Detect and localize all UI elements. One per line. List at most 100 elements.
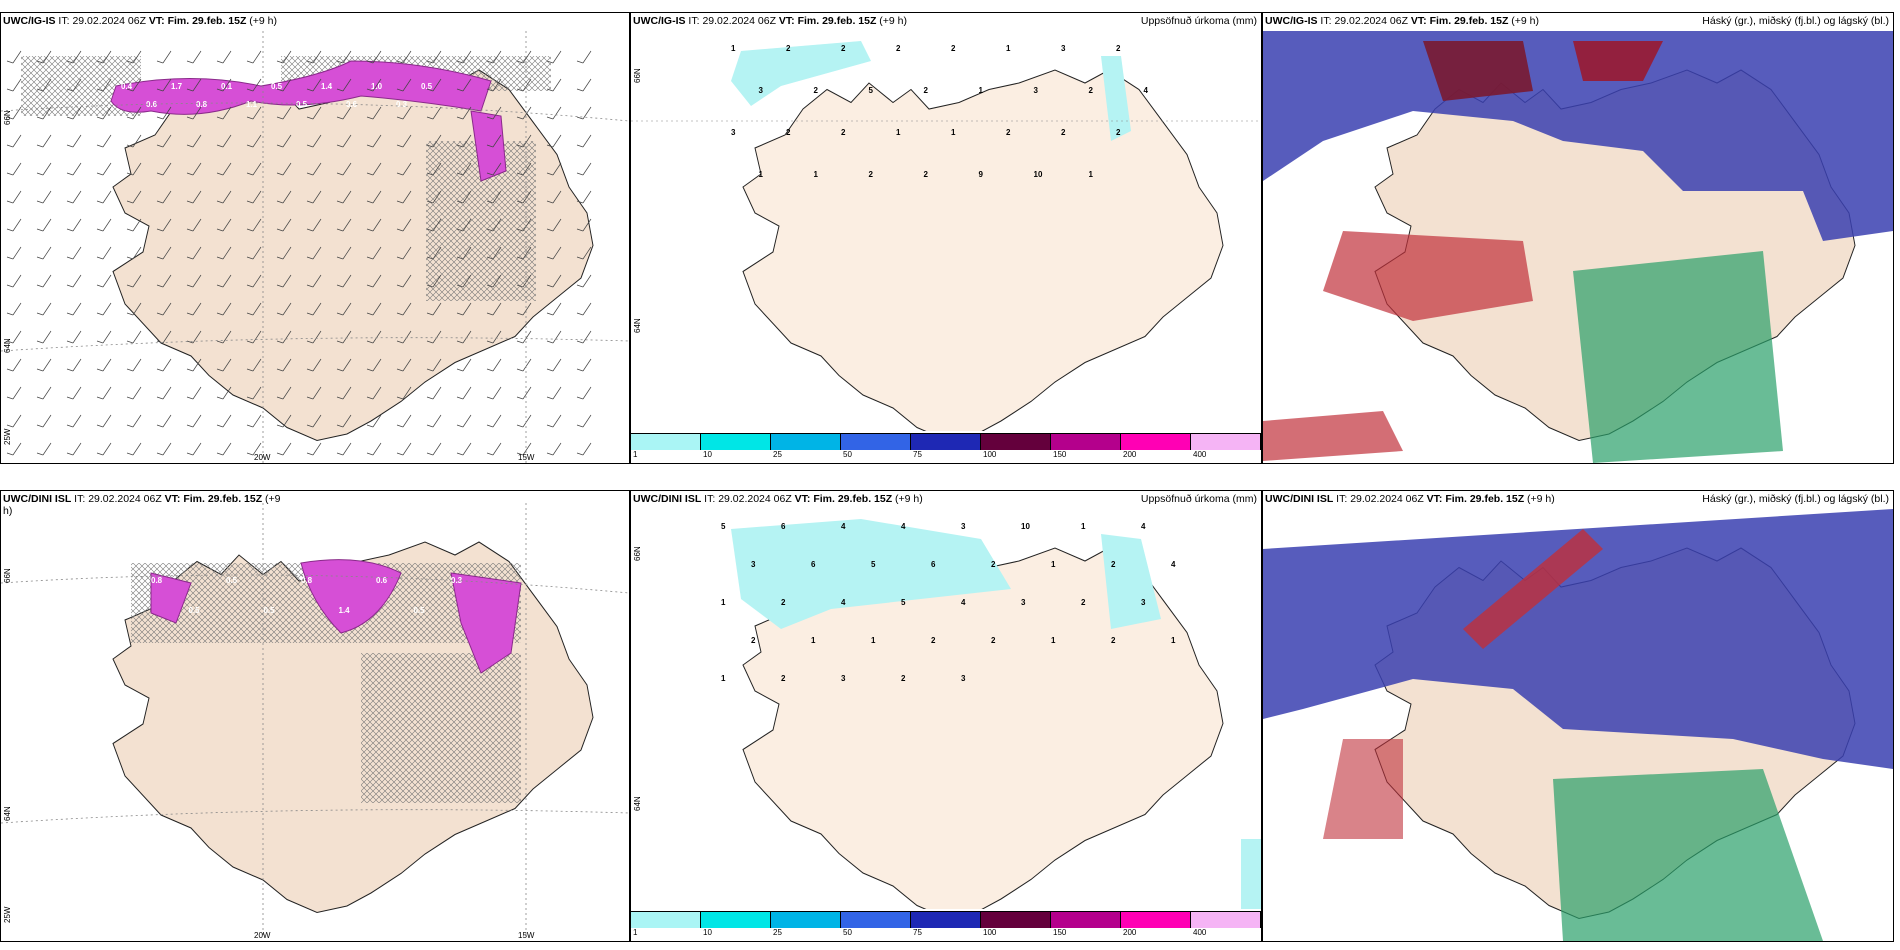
value-label: 9 [979,170,984,179]
wind-barb [516,134,532,148]
scale-tick-label: 1 [633,450,638,459]
wind-barb [456,358,472,372]
value-label: 1.7 [171,82,183,91]
wind-barb [36,302,52,316]
wind-barb [36,190,52,204]
wind-barb [6,162,22,176]
value-label: 2 [814,86,819,95]
scale-tick-label: 200 [1123,450,1137,459]
wind-barb [276,162,292,176]
wind-barb [126,190,142,204]
wind-barb [186,358,202,372]
value-label: 0.5 [421,82,433,91]
wind-barb [246,442,262,456]
wind-barb [246,274,262,288]
lat-label-25w: 25W [3,906,12,923]
wind-barb [306,358,322,372]
value-label: 0.3 [396,100,408,109]
value-label: 2 [786,44,791,53]
wind-precip-map: 0.4 1.7 0.1 0.5 1.4 1.0 0.50.6 0.8 1.1 0.5 0.6 0.3 [1,31,629,463]
value-label: 3 [1021,598,1026,607]
lat-label-66n: 66N [3,110,12,125]
wind-barb [276,190,292,204]
wind-barb [216,190,232,204]
value-label: 1 [721,598,726,607]
wind-barb [306,190,322,204]
value-label: 2 [786,128,791,137]
wind-barb [156,50,172,64]
wind-barb [96,190,112,204]
wind-barb [186,414,202,428]
wind-barb [186,106,202,120]
wind-barb [366,358,382,372]
wind-barb [216,386,232,400]
wind-barb [456,218,472,232]
value-label: 1.0 [371,82,383,91]
wind-barb [486,190,502,204]
wind-barb [396,50,412,64]
value-label: 6 [781,522,786,531]
value-label: 2 [901,674,906,683]
wind-barb [546,386,562,400]
wind-barb [276,106,292,120]
value-label: 1 [814,170,819,179]
lon-label-20w: 20W [254,931,271,940]
wind-barb [186,190,202,204]
lat-label-25w: 25W [3,428,12,445]
wind-barb [306,274,322,288]
wind-barb [396,330,412,344]
wind-barb [576,330,592,344]
wind-barb [216,218,232,232]
wind-barb [96,330,112,344]
panel-header: UWC/DINI ISL IT: 29.02.2024 06Z VT: Fim.… [3,493,281,505]
wind-barb [96,442,112,456]
wind-barb [456,302,472,316]
wind-barb [366,414,382,428]
wind-barb [336,134,352,148]
wind-barb [576,190,592,204]
wind-barb [96,218,112,232]
wind-barb [546,162,562,176]
wind-barb [216,106,232,120]
wind-barb [66,162,82,176]
value-label: 6 [811,560,816,569]
value-label: 1 [1006,44,1011,53]
wind-barb [126,106,142,120]
wind-barb [486,218,502,232]
scale-tick-label: 10 [703,928,712,937]
value-label: 3 [1141,598,1146,607]
scale-swatch [631,912,701,928]
wind-barb [186,134,202,148]
wind-barb [36,50,52,64]
wind-barb [366,162,382,176]
wind-barb [576,386,592,400]
wind-barb [456,386,472,400]
wind-barb [516,190,532,204]
wind-barb [486,134,502,148]
wind-barb [306,50,322,64]
wind-barb [366,246,382,260]
value-label: 0.8 [196,100,208,109]
wind-barb [426,414,442,428]
wind-barb [366,386,382,400]
wind-barb [36,218,52,232]
wind-barb [96,134,112,148]
wind-barb [546,302,562,316]
wind-barb [156,358,172,372]
value-label: 10 [1034,170,1043,179]
value-label: 10 [1021,522,1030,531]
wind-barb [66,358,82,372]
wind-barb [396,162,412,176]
wind-barb [66,414,82,428]
wind-barb [366,330,382,344]
wind-barb [336,78,352,92]
wind-barb [396,358,412,372]
value-label: 1 [871,636,876,645]
wind-barb [486,386,502,400]
wind-barb [336,50,352,64]
wind-barb [36,246,52,260]
wind-barb [336,358,352,372]
wind-barb [486,358,502,372]
value-label: 5 [721,522,726,531]
precip-color-scale [631,911,1261,928]
